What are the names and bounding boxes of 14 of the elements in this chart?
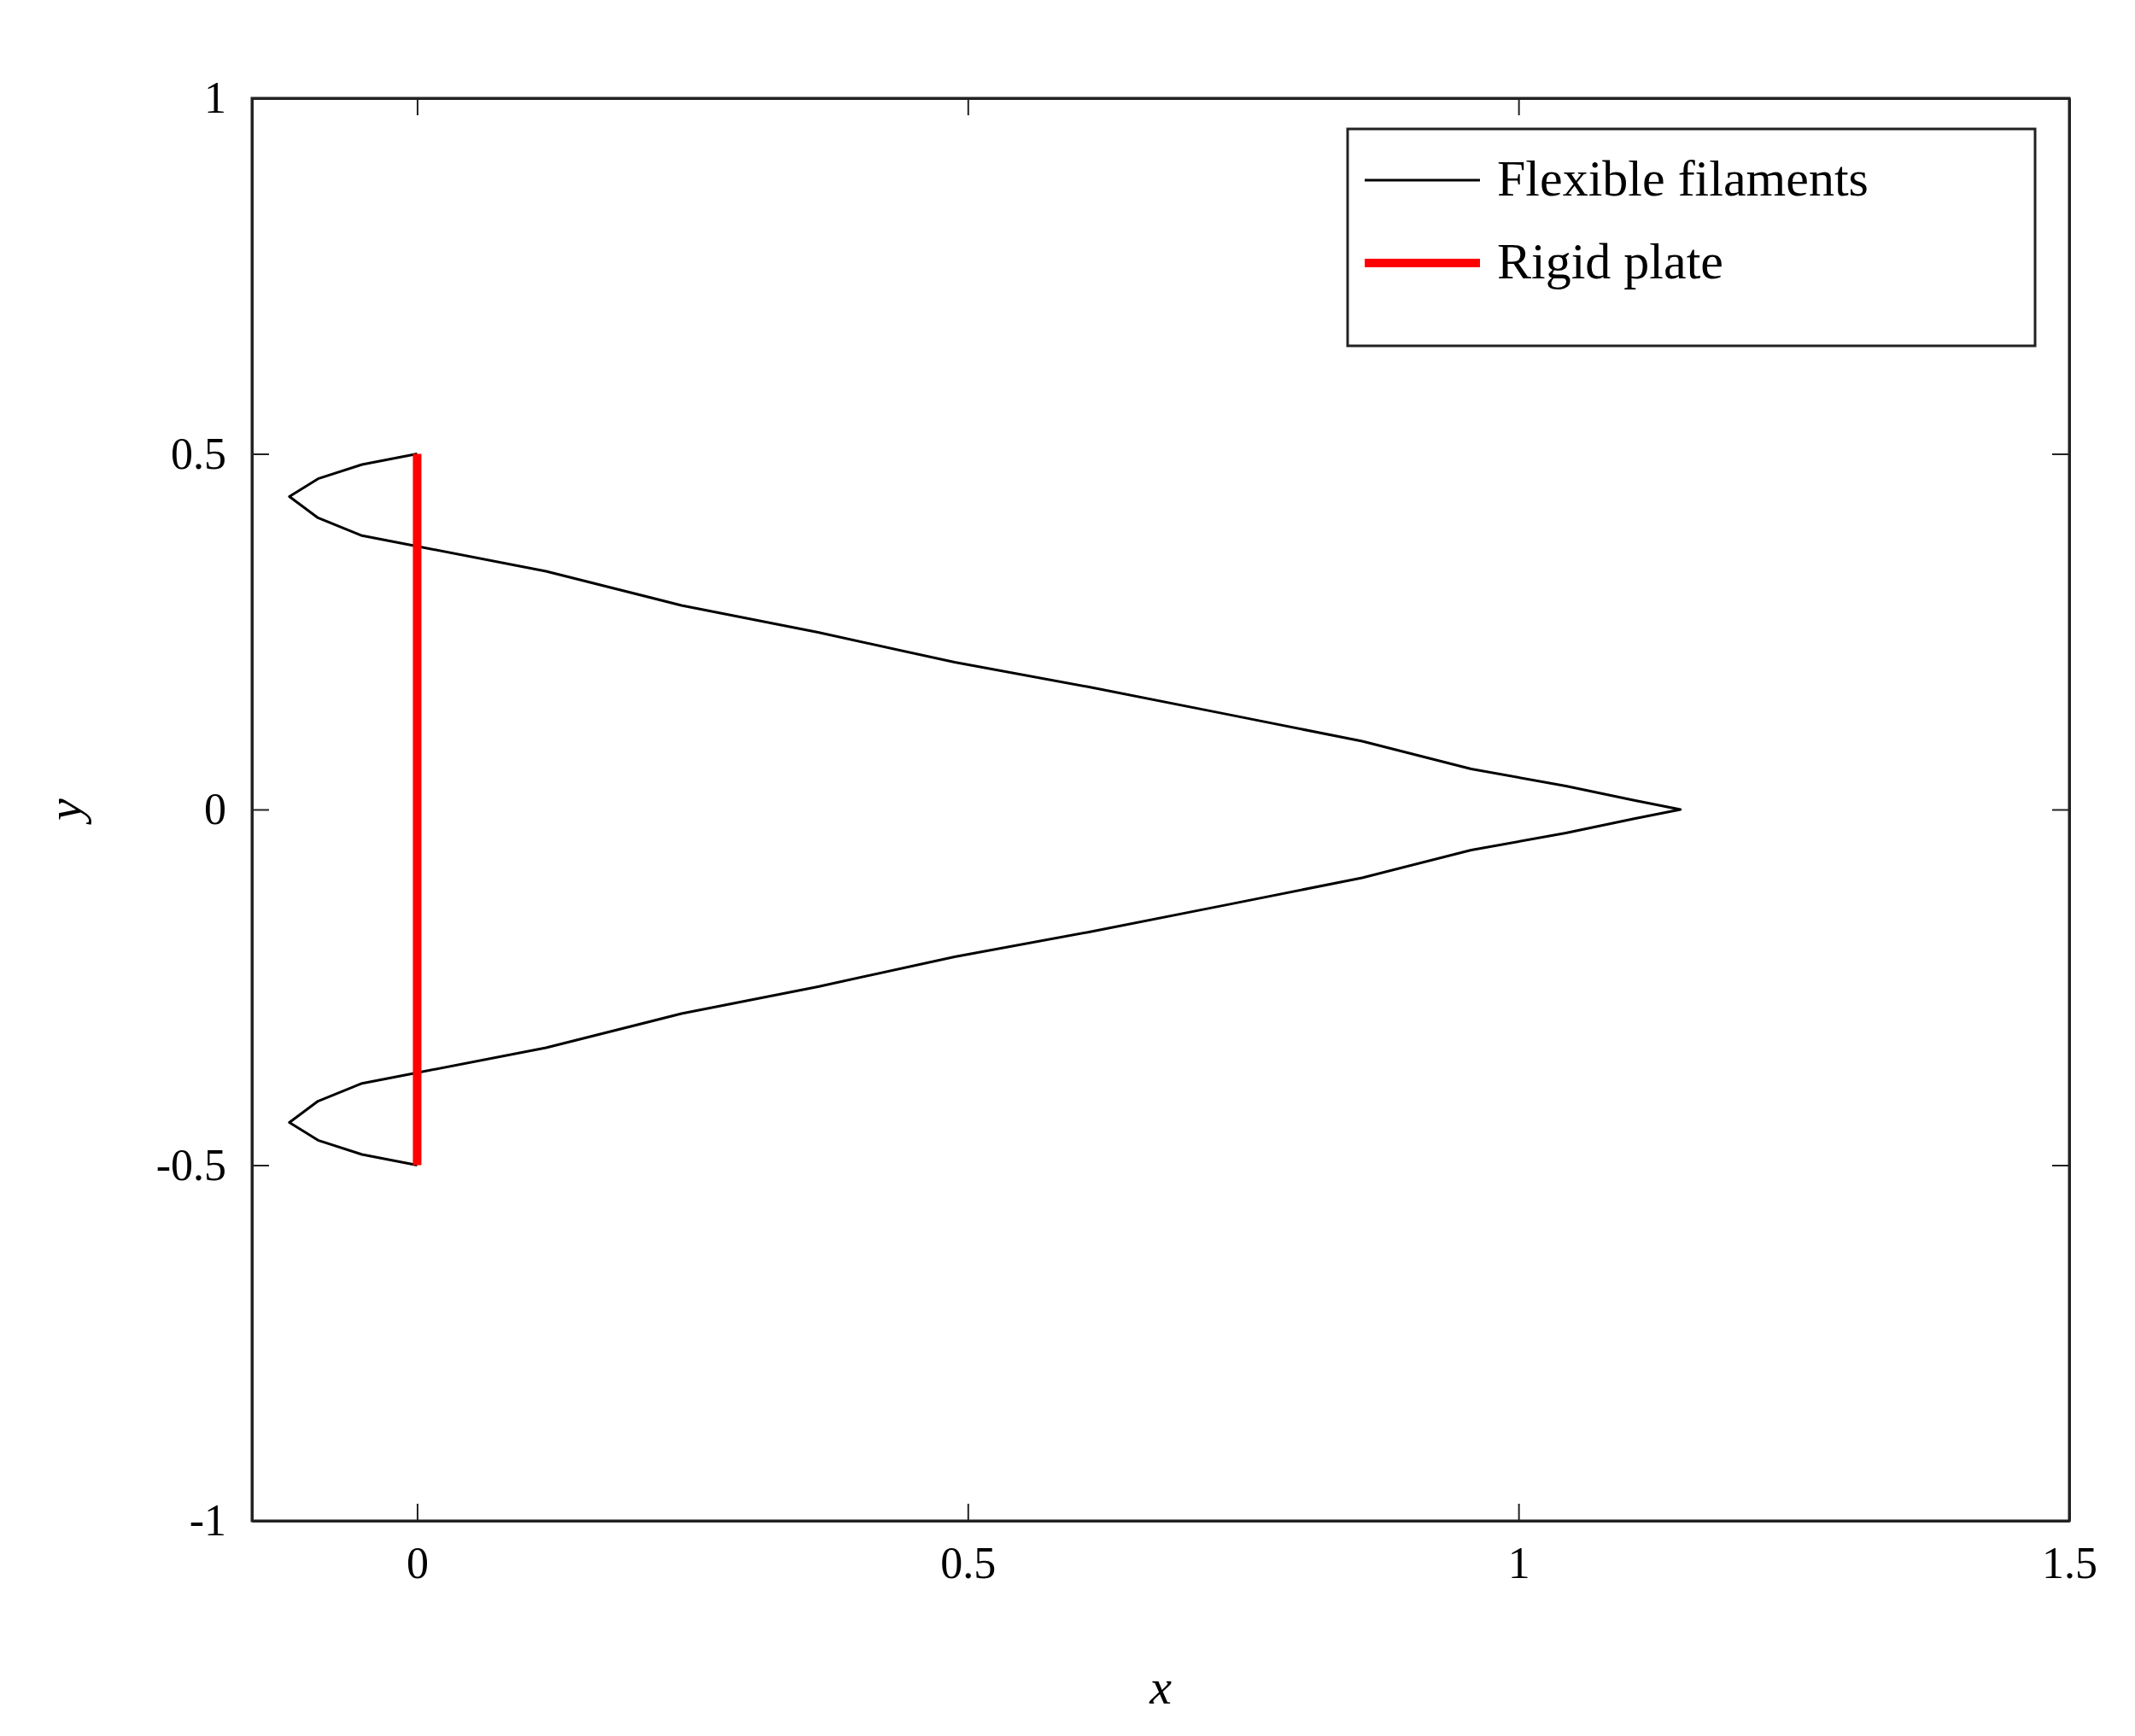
x-tick-label: 0 [406,1538,429,1587]
y-tick-label: 1 [204,73,226,123]
x-tick-label: 1.5 [2042,1538,2097,1587]
line-series [288,453,1682,1166]
y-tick-label: -0.5 [155,1140,226,1189]
y-axis-title: y [37,798,92,825]
x-tick-label: 1 [1507,1538,1530,1587]
legend-label: Flexible filaments [1497,150,1869,207]
y-tick-label: 0 [204,785,226,834]
legend-label: Rigid plate [1497,233,1723,289]
y-tick-label: -1 [189,1496,226,1546]
y-tick-label: 0.5 [171,429,226,478]
x-tick-label: 0.5 [940,1538,997,1587]
x-axis-title: x [1149,1659,1173,1715]
